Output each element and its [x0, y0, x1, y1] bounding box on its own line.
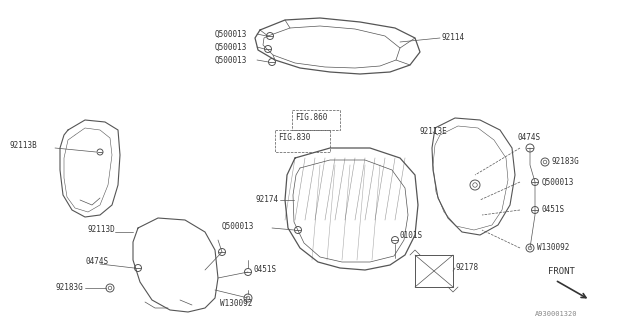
Text: 92174: 92174 [255, 196, 278, 204]
Text: Q500013: Q500013 [215, 55, 248, 65]
Text: 0451S: 0451S [542, 205, 565, 214]
Text: FIG.860: FIG.860 [295, 114, 328, 123]
Text: 0474S: 0474S [85, 258, 108, 267]
Text: 92114: 92114 [442, 34, 465, 43]
Text: 92113B: 92113B [10, 140, 38, 149]
Text: FIG.830: FIG.830 [278, 133, 310, 142]
Text: 0101S: 0101S [400, 230, 423, 239]
Text: W130092: W130092 [220, 300, 252, 308]
Text: Q500013: Q500013 [215, 43, 248, 52]
Text: 0451S: 0451S [253, 266, 276, 275]
Text: Q500013: Q500013 [542, 178, 574, 187]
Text: FRONT: FRONT [548, 268, 575, 276]
Text: 92183G: 92183G [55, 284, 83, 292]
Text: 92178: 92178 [456, 263, 479, 273]
Text: 92183G: 92183G [552, 157, 580, 166]
Text: 92113E: 92113E [420, 127, 448, 137]
Text: Q500013: Q500013 [222, 221, 254, 230]
Text: Q500013: Q500013 [215, 29, 248, 38]
Text: 0474S: 0474S [518, 133, 541, 142]
Text: W130092: W130092 [537, 244, 570, 252]
Text: A930001320: A930001320 [535, 311, 577, 317]
Text: 92113D: 92113D [88, 226, 116, 235]
